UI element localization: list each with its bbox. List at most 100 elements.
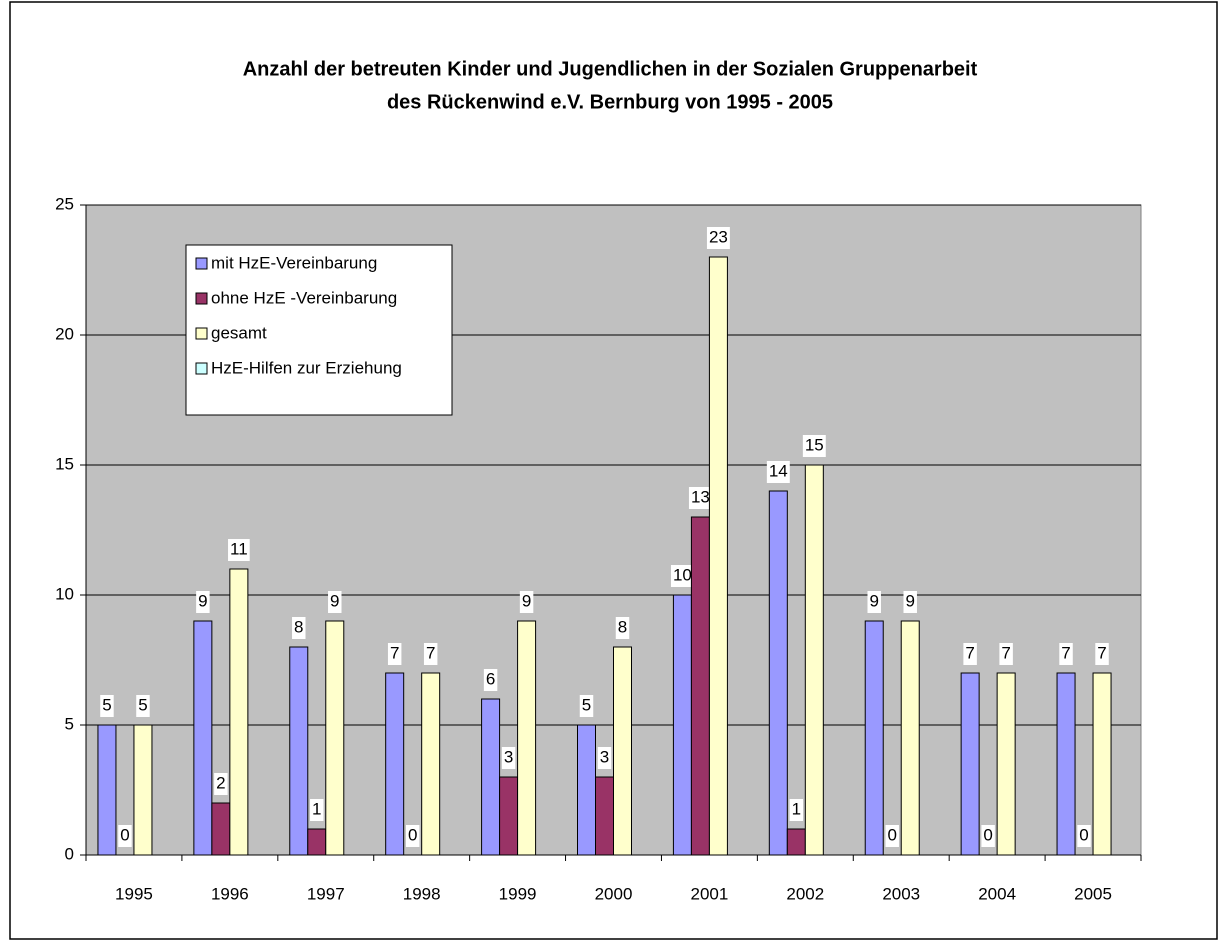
data-label: 9 [905, 591, 914, 610]
legend-swatch [195, 292, 208, 305]
data-label-bg [423, 643, 438, 665]
data-label: 7 [1061, 643, 1070, 662]
data-label: 10 [673, 565, 692, 584]
data-label-group: 3 [501, 747, 516, 769]
bar [193, 620, 213, 856]
bar [421, 672, 441, 856]
bar [960, 672, 980, 856]
data-label-group: 5 [100, 695, 114, 717]
bar [595, 776, 614, 856]
legend-label: ohne HzE -Vereinbarung [211, 288, 397, 307]
data-label: 0 [1079, 825, 1088, 844]
data-label: 11 [230, 539, 248, 558]
data-label-group: 23 [706, 227, 730, 249]
data-label: 1 [312, 799, 321, 818]
bar [289, 646, 309, 856]
x-tick-label: 2002 [786, 884, 824, 903]
data-label-group: 5 [579, 695, 594, 717]
bar [613, 646, 632, 856]
x-tick-label: 1998 [403, 884, 441, 903]
data-label-bg [706, 227, 730, 249]
data-label-group: 7 [1095, 643, 1109, 665]
x-tick-label: 2005 [1074, 884, 1112, 903]
data-label: 13 [691, 487, 710, 506]
data-label: 5 [138, 695, 147, 714]
data-label-bg [387, 643, 402, 665]
data-label-bg [1059, 643, 1073, 665]
data-label-group: 9 [328, 591, 342, 613]
y-tick-label: 20 [55, 324, 74, 343]
data-label: 9 [522, 591, 531, 610]
data-label-bg [999, 643, 1013, 665]
data-label-group: 7 [999, 643, 1013, 665]
bar [97, 724, 117, 856]
data-label-bg [789, 799, 804, 821]
data-label: 8 [294, 617, 303, 636]
bar [900, 620, 920, 856]
bar [325, 620, 345, 856]
data-label: 9 [198, 591, 207, 610]
data-label-bg [802, 435, 826, 457]
data-label-bg [1095, 643, 1109, 665]
data-label-bg [136, 695, 150, 717]
x-tick-label: 2000 [595, 884, 633, 903]
bar [804, 464, 824, 856]
data-label: 3 [600, 747, 609, 766]
data-label-group: 0 [1077, 825, 1091, 847]
bar [786, 828, 806, 856]
data-label-bg [483, 669, 498, 691]
legend-label: HzE-Hilfen zur Erziehung [211, 358, 402, 377]
data-label-group: 8 [615, 617, 630, 639]
data-label-bg [214, 773, 228, 795]
bar [499, 776, 519, 856]
data-label-group: 11 [228, 539, 250, 561]
data-label-group: 9 [903, 591, 917, 613]
bar [1092, 672, 1112, 856]
data-label-group: 14 [766, 461, 790, 483]
legend-box [185, 244, 453, 416]
data-label-bg [766, 461, 790, 483]
data-label-bg [903, 591, 917, 613]
data-label: 0 [120, 825, 129, 844]
data-label-bg [867, 591, 881, 613]
data-label: 7 [1097, 643, 1106, 662]
bar [690, 516, 710, 856]
data-label-group: 9 [196, 591, 210, 613]
data-label-bg [228, 539, 250, 561]
data-label-group: 1 [310, 799, 324, 821]
data-label: 6 [486, 669, 495, 688]
y-tick-label: 25 [55, 194, 74, 213]
data-label: 9 [330, 591, 339, 610]
data-label-group: 13 [688, 487, 712, 509]
data-label: 2 [216, 773, 225, 792]
bar [672, 594, 692, 856]
legend-label: gesamt [211, 323, 267, 342]
data-label: 8 [618, 617, 627, 636]
bar [577, 724, 596, 856]
data-label-bg [597, 747, 612, 769]
bar [708, 256, 728, 856]
data-label-group: 5 [136, 695, 150, 717]
x-tick-label: 1995 [115, 884, 153, 903]
data-label-bg [579, 695, 594, 717]
data-label-group: 15 [802, 435, 826, 457]
data-label-group: 8 [292, 617, 306, 639]
data-label: 23 [709, 227, 728, 246]
bar [864, 620, 884, 856]
chart-title: des Rückenwind e.V. Bernburg von 1995 - … [387, 91, 833, 113]
data-label-bg [310, 799, 324, 821]
y-tick-label: 0 [65, 844, 74, 863]
bar [229, 568, 249, 856]
bar [768, 490, 788, 856]
data-label: 15 [805, 435, 824, 454]
data-label-bg [118, 825, 132, 847]
data-label-bg [670, 565, 694, 587]
legend-swatch [195, 257, 208, 270]
data-label-group: 0 [405, 825, 420, 847]
x-tick-label: 2003 [882, 884, 920, 903]
x-tick-label: 1999 [499, 884, 537, 903]
data-label-group: 2 [214, 773, 228, 795]
data-label: 7 [965, 643, 974, 662]
data-label-bg [885, 825, 899, 847]
